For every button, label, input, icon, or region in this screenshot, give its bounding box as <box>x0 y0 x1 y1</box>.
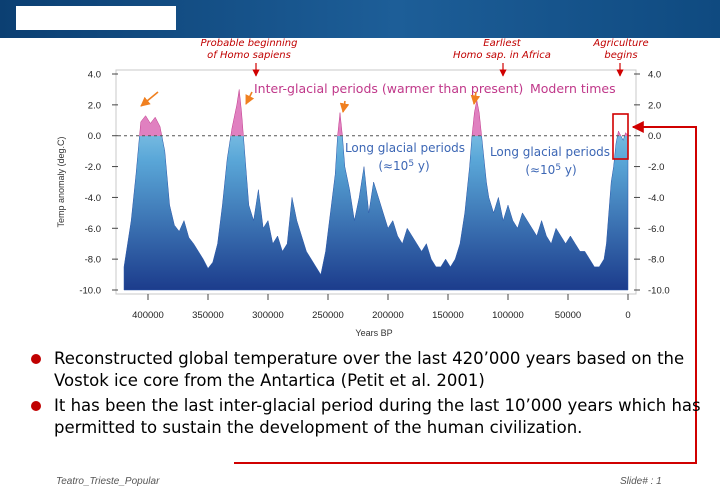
bullet-text: Reconstructed global temperature over th… <box>54 349 685 390</box>
bullet-dot-icon <box>31 354 41 364</box>
homo-sapiens-callout: Probable beginning of Homo sapiens <box>190 38 308 62</box>
y-tick-label-right: 4.0 <box>648 70 661 81</box>
x-axis-title: Years BP <box>355 328 392 338</box>
x-axis: 400000 350000 300000 250000 200000 150000 1000… <box>132 294 631 321</box>
interglacial-arrow-left <box>140 91 159 107</box>
title-bar <box>0 0 720 38</box>
homo-sapiens-callout-line1: Probable beginning <box>200 38 298 49</box>
agriculture-callout: Agriculture begins <box>578 38 664 62</box>
bullet-list: Reconstructed global temperature over th… <box>30 348 710 442</box>
agriculture-callout-line1: Agriculture <box>593 38 649 49</box>
interglacial-area <box>139 89 629 136</box>
modern-times-label: Modern times <box>530 81 616 96</box>
temperature-area <box>123 89 629 291</box>
y-tick-label-right: -10.0 <box>648 286 670 297</box>
africa-callout: Earliest Homo sap. in Africa <box>442 38 562 62</box>
y-axis-left: 4.0 2.0 0.0 -2.0 -4.0 -6.0 -8.0 -10.0 <box>79 70 118 297</box>
y-tick-label-left: 0.0 <box>88 131 101 142</box>
title-bar-notch <box>16 6 176 30</box>
footer-right: Slide# : 1 <box>620 476 662 487</box>
glacial-duration-2: (≈105 y) <box>525 163 576 177</box>
y-tick-label-right: -2.0 <box>648 162 664 173</box>
x-tick-label: 0 <box>625 310 630 321</box>
homo-sapiens-callout-line2: of Homo sapiens <box>207 50 291 61</box>
bullet-item: Reconstructed global temperature over th… <box>30 348 710 392</box>
y-tick-label-left: 2.0 <box>88 100 101 111</box>
x-tick-label: 300000 <box>252 310 284 321</box>
y-tick-label-right: 2.0 <box>648 100 661 111</box>
africa-callout-line2: Homo sap. in Africa <box>453 50 551 61</box>
bullet-dot-icon <box>31 401 41 411</box>
africa-callout-line1: Earliest <box>483 38 521 49</box>
y-tick-label-right: -8.0 <box>648 255 664 266</box>
x-tick-label: 50000 <box>555 310 581 321</box>
y-tick-label-left: -6.0 <box>85 224 101 235</box>
modern-times-box <box>612 113 629 160</box>
y-tick-label-left: -2.0 <box>85 162 101 173</box>
interglacial-arrow-mid <box>339 100 350 113</box>
y-tick-label-left: -4.0 <box>85 193 101 204</box>
x-tick-label: 150000 <box>432 310 464 321</box>
interglacial-label: Inter-glacial periods (warmer than prese… <box>254 81 523 96</box>
y-tick-label-left: -8.0 <box>85 255 101 266</box>
interglacial-arrow-sapiens <box>245 91 255 105</box>
y-tick-label-left: -10.0 <box>79 286 101 297</box>
agriculture-callout-line2: begins <box>604 50 638 61</box>
y-tick-label-left: 4.0 <box>88 70 101 81</box>
x-tick-label: 200000 <box>372 310 404 321</box>
y-tick-label-right: -6.0 <box>648 224 664 235</box>
glacial-label-1: Long glacial periods <box>345 141 465 155</box>
y-tick-label-right: 0.0 <box>648 131 661 142</box>
y-tick-label-right: -4.0 <box>648 193 664 204</box>
x-tick-label: 100000 <box>492 310 524 321</box>
interglacial-arrow-right <box>470 91 481 105</box>
x-tick-label: 350000 <box>192 310 224 321</box>
y-axis-title: Temp anomaly (deg.C) <box>56 136 66 227</box>
bullet-text: It has been the last inter-glacial perio… <box>54 396 701 437</box>
x-tick-label: 250000 <box>312 310 344 321</box>
y-axis-right: 4.0 2.0 0.0 -2.0 -4.0 -6.0 -8.0 -10.0 <box>634 70 670 297</box>
glacial-label-2: Long glacial periods <box>490 145 610 159</box>
glacial-duration-1: (≈105 y) <box>378 159 429 173</box>
x-tick-label: 400000 <box>132 310 164 321</box>
glacial-area <box>123 136 629 291</box>
footer-left: Teatro_Trieste_Popular <box>56 476 160 487</box>
modern-times-pointer <box>234 121 697 464</box>
bullet-item: It has been the last inter-glacial perio… <box>30 395 710 439</box>
